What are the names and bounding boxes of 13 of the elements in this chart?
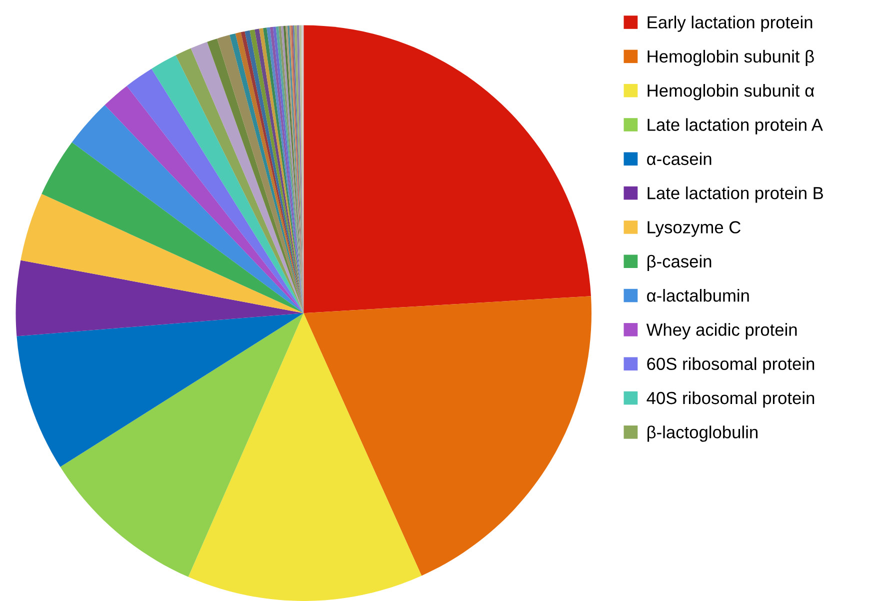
legend-label: Late lactation protein B [648,186,823,203]
legend-label: Whey acidic protein [646,323,797,340]
legend-label: 60S ribosomal protein [647,357,814,374]
legend-label: Lysozyme C [648,221,741,237]
legend-label: 40S ribosomal protein [646,391,814,408]
legend-label: β-lactoglobulin [648,426,758,442]
legend-label: Hemoglobin subunit β [648,50,814,66]
legend-label: Early lactation protein [648,16,812,32]
legend-label: Hemoglobin subunit α [648,84,814,100]
legend-label: α-casein [647,152,712,166]
legend-label: α-lactalbumin [647,288,749,302]
legend-label: Late lactation protein A [648,118,823,134]
legend-label: β-casein [648,254,712,272]
